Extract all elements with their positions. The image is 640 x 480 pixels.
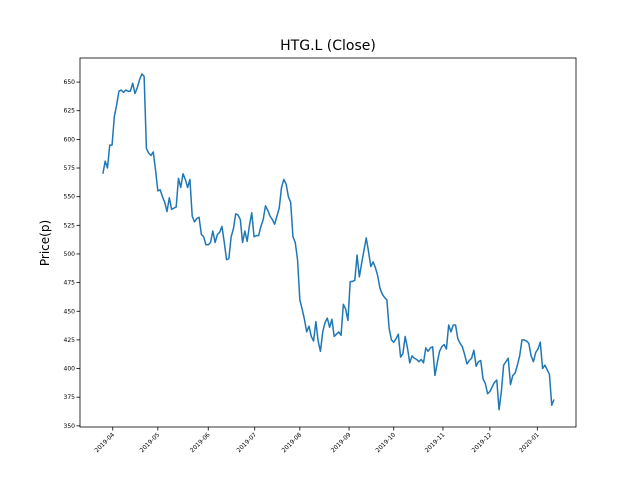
- y-tick-label: 350: [64, 423, 76, 430]
- x-tick-label: 2019-10: [374, 431, 397, 454]
- x-tick-label: 2019-12: [471, 431, 494, 454]
- y-tick-label: 400: [64, 366, 76, 373]
- y-tick-label: 500: [64, 251, 76, 258]
- y-tick-label: 375: [64, 394, 76, 401]
- x-tick-label: 2019-04: [93, 431, 116, 454]
- y-tick-label: 550: [64, 194, 76, 201]
- x-tick-label: 2019-05: [139, 431, 162, 454]
- x-tick-label: 2019-07: [235, 431, 258, 454]
- y-tick-label: 600: [64, 136, 76, 143]
- x-tick-label: 2019-09: [330, 431, 353, 454]
- y-tick-label: 650: [64, 79, 76, 86]
- x-tick-label: 2019-11: [424, 431, 447, 454]
- plot-frame: [79, 57, 577, 428]
- y-tick-label: 625: [64, 108, 76, 115]
- y-tick-label: 575: [64, 165, 76, 172]
- y-tick-label: 525: [64, 222, 76, 229]
- line: [102, 73, 555, 411]
- x-tick-label: 2020-01: [518, 431, 541, 454]
- x-tick-label: 2019-06: [189, 431, 212, 454]
- y-tick-label: 475: [64, 280, 76, 287]
- chart-title: HTG.L (Close): [280, 38, 376, 54]
- x-tick-label: 2019-08: [281, 431, 304, 454]
- y-axis-label: Price(p): [38, 220, 52, 266]
- y-tick-label: 450: [64, 308, 76, 315]
- y-tick-label: 425: [64, 337, 76, 344]
